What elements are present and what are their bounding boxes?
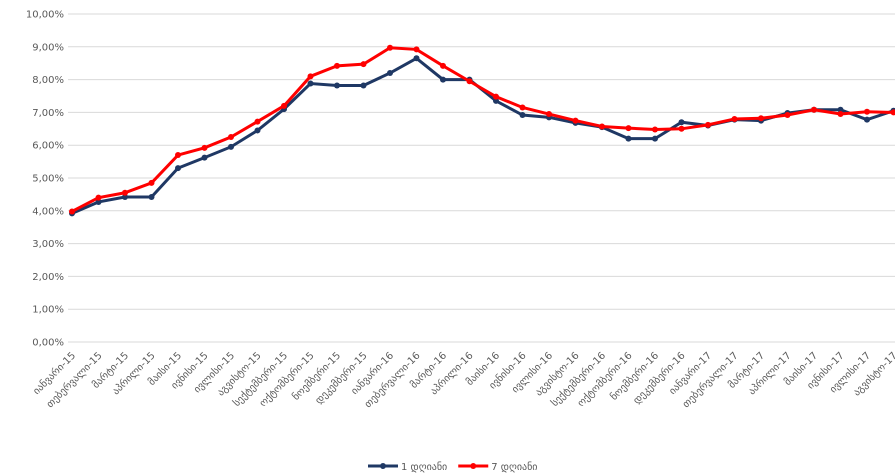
point	[864, 116, 870, 123]
point	[837, 106, 844, 113]
point	[678, 119, 685, 126]
point	[440, 62, 446, 69]
point	[254, 118, 261, 125]
point	[572, 117, 579, 124]
point	[95, 198, 102, 205]
legend-marker	[380, 463, 386, 469]
point	[122, 189, 128, 196]
point	[334, 62, 340, 69]
point	[307, 73, 314, 80]
point	[705, 121, 711, 128]
point	[837, 111, 844, 118]
legend-label: 7 დღიანი	[491, 461, 537, 473]
y-tick-label: 10,00%	[26, 10, 64, 21]
point	[599, 123, 605, 130]
point	[175, 165, 181, 172]
point	[440, 76, 446, 83]
point	[811, 106, 817, 113]
y-tick-label: 1,00%	[32, 305, 64, 316]
point	[493, 97, 499, 104]
point	[387, 70, 393, 77]
point	[360, 82, 367, 89]
y-tick-label: 5,00%	[32, 174, 64, 185]
point	[413, 55, 420, 62]
legend-marker	[470, 463, 477, 469]
point	[519, 104, 526, 111]
point	[519, 112, 526, 119]
point	[652, 126, 658, 133]
point	[307, 80, 314, 87]
point	[678, 125, 685, 132]
point	[201, 144, 208, 151]
point	[228, 134, 234, 140]
point	[95, 194, 102, 201]
point	[625, 125, 632, 132]
series-line	[71, 46, 894, 213]
y-tick-label: 7,00%	[32, 108, 64, 119]
y-tick-label: 0,00%	[32, 338, 64, 349]
y-tick-label: 2,00%	[32, 272, 64, 283]
y-tick-label: 4,00%	[32, 206, 64, 217]
point	[281, 102, 287, 109]
point	[254, 127, 261, 134]
legend-label: 1 დღიანი	[401, 461, 447, 473]
point	[175, 152, 181, 159]
y-tick-label: 9,00%	[32, 42, 64, 53]
point	[148, 179, 155, 186]
point	[228, 143, 234, 150]
point	[69, 208, 75, 215]
point	[758, 115, 764, 122]
point	[652, 135, 658, 142]
point	[864, 108, 870, 115]
y-tick-label: 6,00%	[32, 141, 64, 152]
point	[784, 112, 791, 119]
point	[334, 82, 340, 89]
point	[493, 93, 499, 100]
point	[625, 135, 632, 142]
point	[413, 46, 420, 53]
point	[148, 194, 155, 201]
series-line	[71, 56, 894, 215]
point	[731, 115, 738, 122]
point	[201, 154, 208, 161]
y-tick-label: 8,00%	[32, 75, 64, 86]
point	[122, 194, 128, 201]
point	[466, 78, 473, 85]
point	[387, 44, 393, 51]
y-tick-label: 3,00%	[32, 239, 64, 250]
point	[546, 111, 552, 118]
point	[890, 109, 895, 116]
point	[360, 61, 367, 68]
